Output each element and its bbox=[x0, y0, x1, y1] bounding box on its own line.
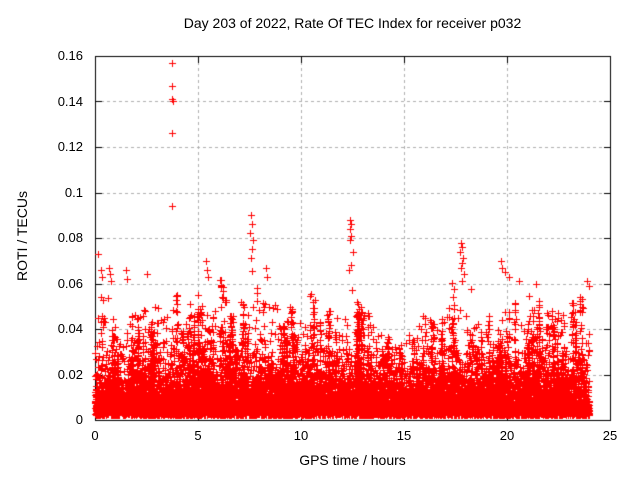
x-axis-label: GPS time / hours bbox=[299, 452, 406, 468]
x-tick-label: 0 bbox=[91, 428, 99, 443]
x-tick-label: 10 bbox=[293, 428, 309, 443]
y-tick-label: 0.14 bbox=[57, 93, 83, 109]
y-tick-label: 0.1 bbox=[64, 184, 83, 200]
x-tick-label: 25 bbox=[602, 428, 618, 443]
y-tick-label: 0.08 bbox=[57, 230, 83, 245]
y-tick-label: 0.02 bbox=[57, 366, 83, 382]
y-tick-label: 0.16 bbox=[57, 48, 83, 63]
y-tick-label: 0.04 bbox=[57, 321, 83, 336]
x-tick-label: 5 bbox=[194, 428, 202, 443]
x-tick-label: 20 bbox=[499, 428, 515, 443]
y-tick-label: 0 bbox=[75, 412, 83, 427]
chart-title: Day 203 of 2022, Rate Of TEC Index for r… bbox=[183, 15, 522, 31]
y-tick-label: 0.12 bbox=[57, 139, 83, 154]
y-tick-label: 0.06 bbox=[57, 275, 83, 291]
x-tick-label: 15 bbox=[396, 428, 412, 443]
